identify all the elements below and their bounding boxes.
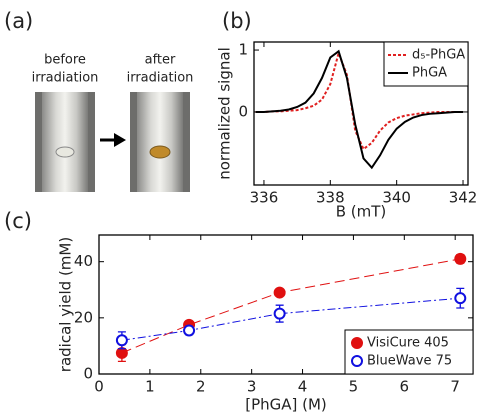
plot-area (115, 252, 467, 363)
y-axis-label: normalized signal (216, 47, 234, 180)
caption: irradiation (32, 71, 99, 86)
point (454, 252, 467, 265)
photo-after (130, 92, 190, 192)
point (115, 346, 128, 359)
x-tick-label: 7 (450, 378, 460, 396)
y-tick-label: 1 (238, 41, 248, 59)
x-tick-label: 3 (247, 378, 257, 396)
legend-label: BlueWave 75 (367, 354, 452, 369)
point (115, 334, 128, 347)
y-tick-label: 20 (74, 308, 93, 326)
connecting-line (121, 297, 461, 341)
panel-label: (c) (4, 209, 32, 233)
x-tick-label: 5 (349, 378, 359, 396)
legend: VisiCure 405 BlueWave 75 (344, 329, 474, 375)
legend-swatch (351, 355, 363, 367)
x-tick-label: 338 (316, 189, 345, 207)
legend-label: VisiCure 405 (367, 336, 449, 351)
line-series (255, 49, 464, 170)
x-tick-label: 6 (400, 378, 410, 396)
line-series (255, 49, 464, 151)
panel-label: (b) (222, 9, 252, 33)
point (273, 307, 286, 320)
legend-label: PhGA (412, 66, 447, 81)
x-tick-label: 1 (145, 378, 155, 396)
y-tick-label: 0 (83, 365, 93, 383)
x-tick-label: 2 (196, 378, 206, 396)
plot-area (255, 49, 464, 170)
legend: d₅-PhGA PhGA (383, 41, 469, 87)
axes-frame (253, 41, 469, 186)
caption: before (44, 53, 86, 68)
point (273, 286, 286, 299)
legend-swatch (351, 337, 363, 349)
x-tick-label: 0 (94, 378, 104, 396)
y-tick-label: 0 (238, 102, 248, 120)
point (183, 324, 196, 337)
photo-before (35, 92, 95, 192)
caption: irradiation (127, 71, 194, 86)
x-tick-label: 340 (382, 189, 411, 207)
legend-box (383, 41, 469, 87)
legend-box (344, 329, 474, 375)
x-tick-label: 342 (449, 189, 478, 207)
y-axis-label: radical yield (mM) (57, 237, 75, 372)
panel-label: (a) (4, 9, 33, 33)
axes-frame (98, 234, 474, 375)
x-axis-label: [PhGA] (M) (245, 396, 327, 414)
x-tick-label: 4 (298, 378, 308, 396)
point (454, 292, 467, 305)
x-axis-label: B (mT) (336, 203, 387, 221)
connecting-line (121, 258, 461, 354)
y-tick-label: 40 (74, 252, 93, 270)
x-tick-label: 336 (250, 189, 279, 207)
arrow (100, 133, 126, 147)
legend-label: d₅-PhGA (412, 48, 465, 63)
caption: after (145, 53, 176, 68)
